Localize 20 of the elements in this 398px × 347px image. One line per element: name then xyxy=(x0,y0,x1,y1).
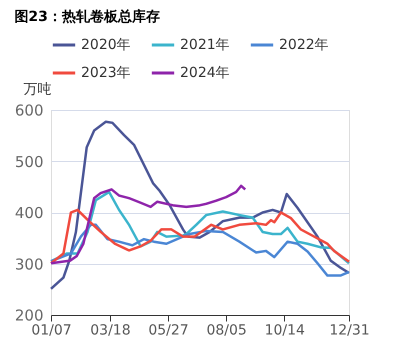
x-tick-label: 03/18 xyxy=(90,322,131,338)
y-tick-label: 500 xyxy=(14,152,44,171)
y-tick-label: 600 xyxy=(14,102,44,120)
chart-title: 图23：热轧卷板总库存 xyxy=(14,8,160,25)
line-series xyxy=(50,184,246,264)
line-series xyxy=(50,208,350,264)
x-tick-label: 10/14 xyxy=(264,322,306,338)
legend-label: 2020年 xyxy=(81,37,131,53)
legend-label: 2024年 xyxy=(180,65,230,81)
legend-label: 2021年 xyxy=(180,37,230,53)
x-tick-label: 01/07 xyxy=(31,322,72,338)
x-tick-label: 12/31 xyxy=(329,322,370,338)
y-tick-label: 200 xyxy=(14,306,44,324)
y-axis-title: 万吨 xyxy=(24,82,52,98)
x-tick-label: 08/05 xyxy=(206,322,247,338)
legend-label: 2023年 xyxy=(81,65,131,81)
x-tick-label: 05/27 xyxy=(148,322,189,338)
legend-label: 2022年 xyxy=(279,37,329,53)
y-tick-label: 300 xyxy=(14,255,44,274)
y-tick-label: 400 xyxy=(14,204,44,222)
